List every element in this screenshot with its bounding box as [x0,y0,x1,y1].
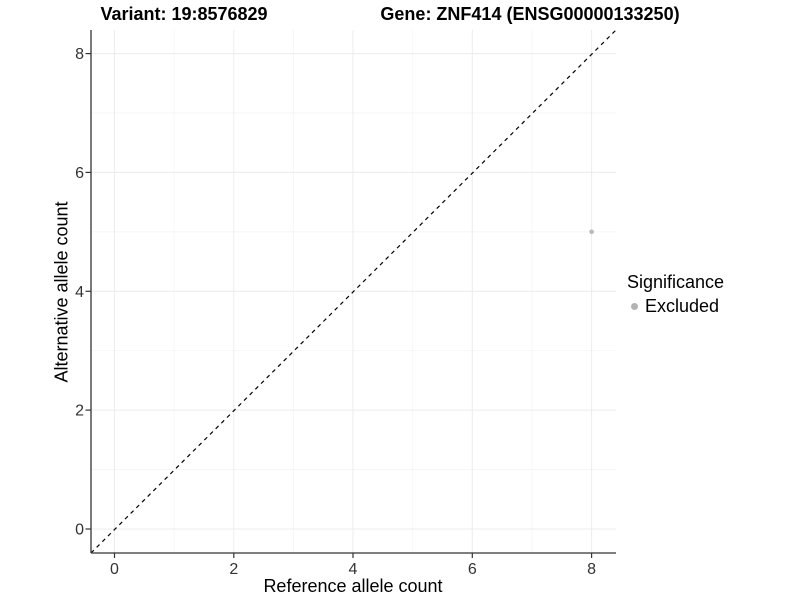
y-axis-title: Alternative allele count [51,201,72,383]
x-tick-marks [113,553,593,558]
x-axis-title: Reference allele count [263,576,443,596]
data-point-excluded [589,229,594,235]
legend-item-label: Excluded [645,296,720,316]
y-tick-label: 2 [75,403,84,420]
x-tick-label: 2 [229,561,238,578]
x-tick-label: 4 [349,561,358,578]
legend-item-excluded: Excluded [627,296,724,317]
x-tick-label: 0 [110,561,119,578]
identity-line [90,29,617,554]
legend: Significance Excluded [627,272,724,317]
y-tick-label: 6 [75,165,84,182]
x-tick-labels: 0 2 4 6 8 [110,561,596,578]
major-gridlines [91,30,616,553]
y-tick-label: 8 [75,46,84,63]
x-tick-label: 6 [468,561,477,578]
y-tick-label: 4 [75,284,84,301]
y-tick-label: 0 [75,522,84,539]
x-tick-label: 8 [587,561,596,578]
gene-title: Gene: ZNF414 (ENSG00000133250) [380,4,680,24]
excluded-point-icon [631,303,638,310]
y-tick-labels: 8 6 4 2 0 [75,46,84,538]
variant-title: Variant: 19:8576829 [100,4,268,24]
y-tick-marks [85,52,91,530]
legend-title: Significance [627,272,725,292]
